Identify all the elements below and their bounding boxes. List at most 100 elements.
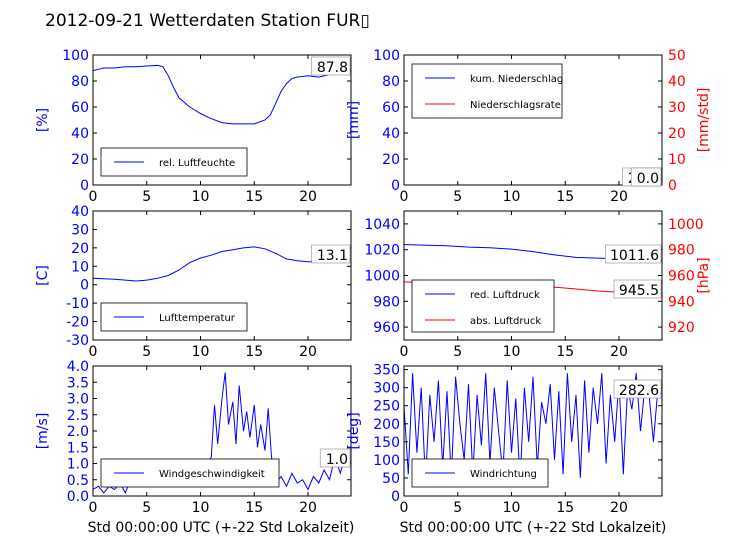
y-axis-label: [deg]	[346, 412, 362, 449]
y-tick-label: 20	[71, 241, 89, 257]
y-tick-label: 50	[382, 471, 400, 487]
y-tick-label: 980	[373, 294, 400, 310]
y-tick-label: 1020	[364, 243, 400, 259]
y-axis-label: [m/s]	[35, 413, 51, 450]
y-tick-label-right: 0	[668, 178, 677, 194]
y-tick-label: 40	[382, 126, 400, 142]
x-tick-label: 20	[299, 500, 317, 516]
y-tick-label-right: 30	[668, 100, 686, 116]
x-tick-label: 10	[192, 189, 210, 205]
y-tick-label-right: 1000	[668, 217, 704, 233]
y-tick-label: 250	[373, 399, 400, 415]
y-tick-label: 40	[71, 204, 89, 220]
last-value-label: 13.1	[317, 248, 348, 264]
legend-entry: red. Luftdruck	[470, 290, 540, 301]
y-tick-label: 3.0	[67, 392, 89, 408]
y-tick-label: 30	[71, 222, 89, 238]
last-value-box	[319, 448, 351, 468]
y-tick-label: 1040	[364, 217, 400, 233]
last-value-label: 282.6	[619, 383, 659, 399]
x-tick-label: 5	[142, 344, 151, 360]
y-tick-label: 60	[382, 100, 400, 116]
legend-entry: rel. Luftfeuchte	[159, 158, 235, 169]
panel-winddirection: 0 5 10 15 20050100150200250300350[deg]Windri…	[346, 363, 663, 516]
y-tick-label: -20	[66, 315, 89, 331]
legend-entry: abs. Luftdruck	[470, 316, 541, 327]
x-tick-label: 10	[192, 500, 210, 516]
legend-entry: Windgeschwindigkeit	[159, 469, 265, 480]
legend-entry: Windrichtung	[470, 469, 537, 480]
y-tick-label: 0	[80, 278, 89, 294]
y-tick-label: 350	[373, 363, 400, 379]
x-tick-label: 0	[400, 344, 409, 360]
y-axis-label: [C]	[35, 265, 51, 286]
y-tick-label-right: 960	[668, 269, 695, 285]
y-tick-label: 100	[373, 48, 400, 64]
y-tick-label-right: 10	[668, 152, 686, 168]
figure-title: 2012-09-21 Wetterdaten Station FUR▯	[45, 11, 370, 31]
x-tick-label: 0	[400, 189, 409, 205]
last-value-box	[613, 279, 662, 299]
last-value-label: 0.0	[637, 171, 659, 187]
y-tick-label: 40	[71, 126, 89, 142]
x-tick-label: 0	[400, 500, 409, 516]
x-tick-label: 20	[610, 500, 628, 516]
y-tick-label-right: 40	[668, 74, 686, 90]
y-tick-label: -10	[66, 296, 89, 312]
y-tick-label: 80	[71, 74, 89, 90]
axes-frame	[403, 54, 663, 186]
y-tick-label: 2.0	[67, 424, 89, 440]
axes-frame	[403, 365, 663, 497]
panel-temperature: 0 5 10 15 20 -30 -20 -10 0 10 20 30 40 [C] Lufttempera…	[35, 204, 352, 360]
y-tick-label-right: 20	[668, 126, 686, 142]
axes-frame	[92, 210, 352, 341]
last-value-box	[630, 167, 662, 187]
y-tick-label: 3.5	[67, 375, 89, 391]
legend-box	[411, 63, 563, 119]
x-axis-label-right: Std 00:00:00 UTC (+-22 Std Lokalzeit)	[400, 520, 667, 536]
last-value-label: 1011.6	[610, 248, 659, 264]
y-tick-label: 0.0	[67, 489, 89, 505]
y-tick-label: 300	[373, 381, 400, 397]
y-tick-label-right: 940	[668, 294, 695, 310]
x-tick-label: 5	[453, 344, 462, 360]
panel-windspeed: 0 5 10 15 200.00.51.01.52.02.53.03.54.0[m/s]…	[35, 359, 352, 516]
last-value-label: 945.5	[619, 283, 659, 299]
y-tick-label: 0	[391, 489, 400, 505]
y-axis-label-right: [mm/std]	[696, 88, 712, 153]
x-tick-label: 0	[89, 500, 98, 516]
x-tick-label: 15	[556, 500, 574, 516]
legend-entry: kum. Niederschlag	[470, 74, 563, 85]
x-tick-label: 10	[503, 189, 521, 205]
y-tick-label-right: 920	[668, 320, 695, 336]
y-tick-label: 4.0	[67, 359, 89, 375]
series-line-humidity-0	[93, 64, 351, 125]
y-tick-label: 0	[80, 178, 89, 194]
x-tick-label: 5	[142, 189, 151, 205]
y-tick-label: 1.5	[67, 440, 89, 456]
x-tick-label: 0	[89, 189, 98, 205]
panel-precipitation: 0 5 10 15 20 0 20 40 60 80 100 0 10 20 30 40 50 [mm] [mm/s…	[346, 48, 712, 205]
last-value-box	[311, 56, 351, 76]
x-tick-label: 15	[245, 344, 263, 360]
y-tick-label: 150	[373, 435, 400, 451]
y-axis-label-right: [hPa]	[696, 257, 712, 293]
x-tick-label: 15	[245, 189, 263, 205]
y-tick-label: 1.0	[67, 457, 89, 473]
panel-humidity: 0 5 10 15 20 0 20 40 60 80 100 [%] rel. Luftfeuchte 8…	[35, 48, 352, 205]
series-line-temperature-0	[93, 246, 351, 282]
legend-box	[411, 279, 555, 333]
legend-entry: Lufttemperatur	[159, 313, 236, 324]
last-value-box	[613, 379, 662, 399]
axes-frame	[92, 54, 352, 186]
x-tick-label: 10	[503, 344, 521, 360]
y-tick-label: 2.5	[67, 408, 89, 424]
y-tick-label: 100	[373, 453, 400, 469]
y-tick-label: 10	[71, 259, 89, 275]
y-tick-label: 20	[71, 152, 89, 168]
y-axis-label: [mm]	[346, 101, 362, 139]
last-value-box	[605, 244, 662, 264]
x-tick-label: 10	[503, 500, 521, 516]
y-tick-label: 1000	[364, 269, 400, 285]
